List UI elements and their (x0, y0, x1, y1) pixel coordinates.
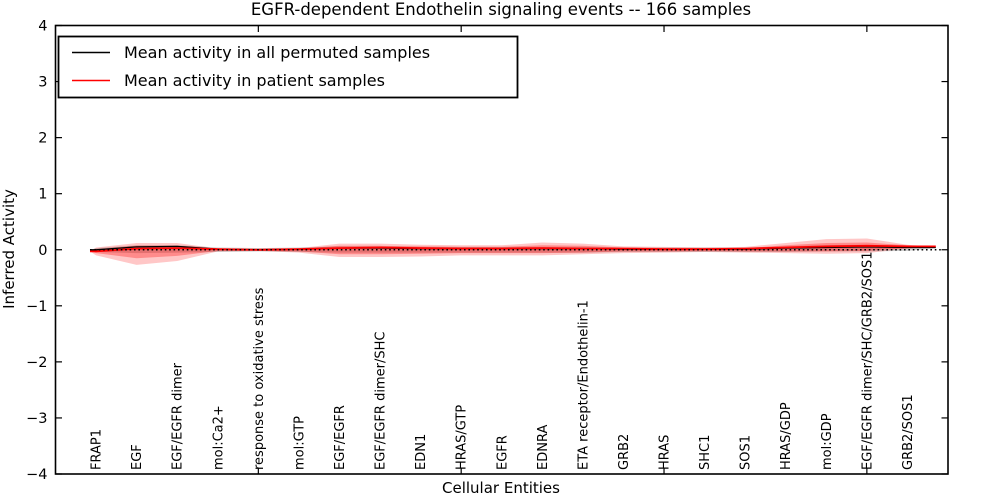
x-category-label: HRAS/GDP (779, 402, 794, 470)
y-tick-label: −2 (26, 355, 47, 371)
x-axis-label: Cellular Entities (442, 479, 560, 497)
plot-area: −4 −3 −2 −1 0 1 2 3 4 FRAP1 EGF EGF/EGFR dimer mol:C… (26, 19, 949, 483)
x-category-label: SHC1 (698, 435, 713, 470)
x-category-label: EGF/EGFR dimer (171, 362, 186, 470)
legend-label-patient: Mean activity in patient samples (124, 71, 385, 90)
x-category-label: ETA receptor/Endothelin-1 (576, 300, 591, 470)
x-category-label: response to oxidative stress (252, 287, 267, 470)
x-category-label: EGF/EGFR dimer/SHC/GRB2/SOS1 (860, 252, 875, 471)
legend: Mean activity in all permuted samples Me… (57, 35, 519, 99)
x-category-label: FRAP1 (90, 429, 105, 470)
x-category-label: EGFR (495, 435, 510, 470)
y-tick-label: 0 (38, 243, 47, 259)
x-category-label: mol:GTP (292, 416, 307, 470)
x-category-label: EDN1 (414, 434, 429, 470)
y-axis-label: Inferred Activity (0, 189, 18, 309)
x-category-label: EGF/EGFR (333, 405, 348, 470)
x-category-label: mol:GDP (820, 413, 835, 470)
y-tick-label: −1 (26, 299, 47, 315)
x-category-label: EGF/EGFR dimer/SHC (374, 332, 389, 470)
x-category-label: HRAS (658, 435, 673, 470)
y-tick-label: 3 (38, 75, 47, 91)
chart-title: EGFR-dependent Endothelin signaling even… (251, 0, 751, 19)
patient-samples-std-outer-band (90, 238, 936, 265)
x-category-label: EGF (130, 444, 145, 470)
y-tick-label: −3 (26, 411, 47, 427)
legend-label-permuted: Mean activity in all permuted samples (124, 43, 430, 62)
x-category-label: HRAS/GTP (455, 405, 470, 470)
y-tick-label: −4 (26, 467, 47, 483)
legend-box (57, 35, 519, 99)
x-category-label: EDNRA (536, 425, 551, 470)
x-category-label: SOS1 (739, 435, 754, 470)
y-tick-label: 4 (38, 19, 47, 35)
x-category-label: GRB2/SOS1 (901, 394, 916, 470)
mean-activity-in-patient-samples-line (90, 244, 936, 253)
y-tick-label: 1 (38, 187, 47, 203)
y-tick-label: 2 (38, 131, 47, 147)
x-category-label: mol:Ca2+ (211, 405, 226, 470)
x-category-label: GRB2 (617, 434, 632, 470)
